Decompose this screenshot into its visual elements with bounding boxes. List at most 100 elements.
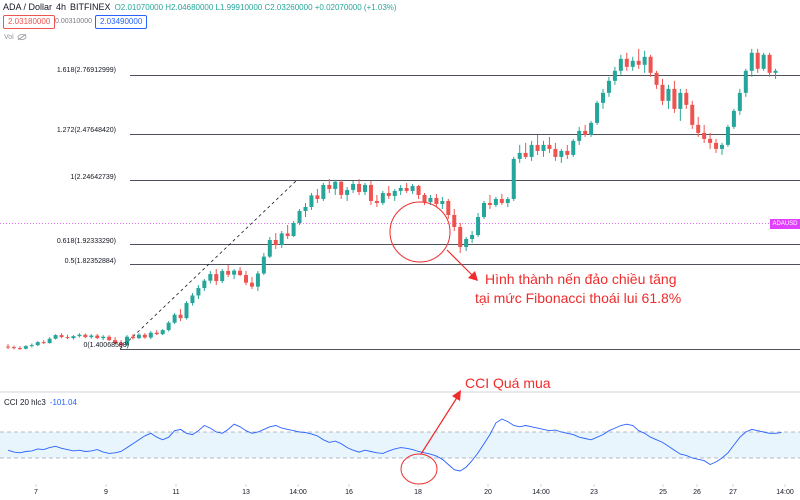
x-tick: 14:00 xyxy=(289,489,307,496)
candle-body xyxy=(11,347,16,349)
candle-body xyxy=(767,54,772,73)
candle-body xyxy=(386,192,391,196)
candle-body xyxy=(202,280,207,289)
ohlc-values: O2.01070000 H2.04680000 L1.99910000 C2.0… xyxy=(114,2,397,12)
candle-body xyxy=(505,198,510,203)
candle-body xyxy=(351,183,356,190)
candle-body xyxy=(380,192,385,203)
candle-body xyxy=(422,194,427,202)
candle-body xyxy=(630,60,635,67)
candle-body xyxy=(6,346,10,348)
candle-body xyxy=(309,195,314,207)
candle-body xyxy=(17,348,22,350)
candle-body xyxy=(125,336,129,346)
candle-body xyxy=(464,239,469,248)
fib-label-1272: 1.272(2.47648420) xyxy=(56,127,116,134)
candle-body xyxy=(440,200,445,204)
candle-body xyxy=(565,150,570,155)
cci-legend[interactable]: CCI 20 hlc3 -101.04 xyxy=(4,398,77,407)
candle-body xyxy=(297,210,302,223)
current-price-tag: ADAUSD xyxy=(770,219,800,229)
x-tick: 23 xyxy=(590,489,598,496)
candle-body xyxy=(184,303,189,319)
candle-body xyxy=(731,110,736,127)
candle-body xyxy=(636,60,641,65)
candle-body xyxy=(303,206,308,211)
candle-body xyxy=(487,202,492,205)
interval-label[interactable]: 4h xyxy=(56,2,67,12)
candle-body xyxy=(238,270,243,276)
fib-label-0618: 0.618(1.92333290) xyxy=(56,238,116,245)
reversal-note-line1: Hình thành nến đảo chiều tăng xyxy=(485,271,677,287)
candle-body xyxy=(23,346,28,349)
candle-body xyxy=(493,198,498,205)
candle-body xyxy=(458,226,463,248)
sell-price-button[interactable]: 2.03180000 xyxy=(3,15,56,29)
candle-body xyxy=(77,334,82,337)
fib-trend-line xyxy=(119,180,297,350)
candle-body xyxy=(65,337,70,339)
candle-body xyxy=(654,72,659,85)
candle-body xyxy=(35,342,40,346)
candle-body xyxy=(357,183,362,192)
exchange-label: BITFINEX xyxy=(70,2,111,12)
candle-body xyxy=(517,152,522,159)
reversal-arrow-shaft xyxy=(446,249,475,278)
candle-body xyxy=(476,216,481,236)
candle-body xyxy=(368,184,373,201)
candle-body xyxy=(95,335,100,339)
candle-body xyxy=(244,275,248,283)
symbol-name[interactable]: ADA / Dollar xyxy=(3,2,53,12)
hidden-eye-icon[interactable] xyxy=(17,33,27,41)
candle-body xyxy=(291,222,296,237)
candle-body xyxy=(71,336,76,339)
candle-body xyxy=(261,256,266,274)
candle-body xyxy=(428,197,433,202)
x-tick: 11 xyxy=(172,489,180,496)
candle-body xyxy=(190,295,195,304)
candle-body xyxy=(130,336,135,339)
candle-body xyxy=(226,271,231,275)
candle-body xyxy=(743,70,748,93)
volume-legend[interactable]: Vol xyxy=(4,33,27,41)
candle-body xyxy=(725,126,730,145)
candle-body xyxy=(737,92,742,111)
candle-body xyxy=(648,56,653,73)
cci-arrowhead xyxy=(452,390,461,401)
candle-body xyxy=(660,84,665,101)
x-tick: 14:00 xyxy=(776,489,794,496)
volume-label: Vol xyxy=(4,33,14,41)
candle-body xyxy=(749,52,754,71)
candle-body xyxy=(113,340,118,344)
candle-body xyxy=(511,158,516,199)
candle-body xyxy=(589,122,594,135)
candle-body xyxy=(690,104,695,125)
candle-body xyxy=(595,102,600,123)
cci-arrow-shaft xyxy=(420,395,459,455)
candle-body xyxy=(89,335,94,338)
candle-body xyxy=(612,70,617,81)
x-tick: 25 xyxy=(659,489,667,496)
x-tick: 26 xyxy=(693,489,701,496)
candle-body xyxy=(529,144,534,157)
candle-body xyxy=(232,270,237,275)
candle-body xyxy=(101,336,106,339)
candle-body xyxy=(696,124,701,133)
candle-body xyxy=(410,185,415,191)
x-tick: 14:00 xyxy=(532,489,550,496)
buy-price-button[interactable]: 2.03490000 xyxy=(95,15,148,29)
candle-body xyxy=(273,240,278,246)
candle-body xyxy=(577,130,582,141)
candle-body xyxy=(624,58,629,67)
candle-body xyxy=(702,132,707,139)
candle-body xyxy=(178,314,183,319)
reversal-highlight-circle xyxy=(389,201,451,263)
x-tick: 27 xyxy=(729,489,737,496)
candle-body xyxy=(398,187,403,191)
cci-highlight-circle xyxy=(400,453,438,485)
cci-note: CCI Quá mua xyxy=(465,375,551,391)
x-tick: 9 xyxy=(104,489,108,496)
candle-body xyxy=(470,235,475,240)
